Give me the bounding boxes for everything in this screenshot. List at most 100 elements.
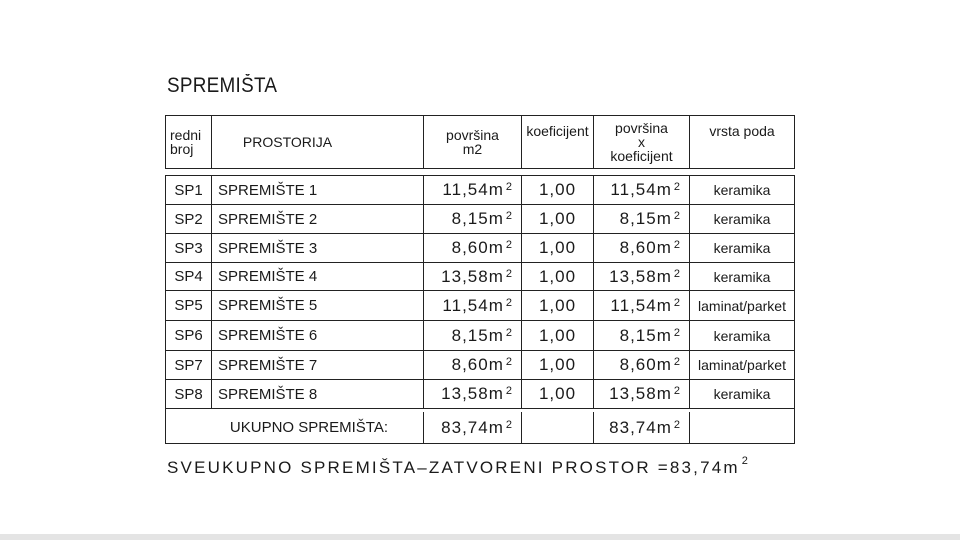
row-coef: 1,00 bbox=[521, 291, 593, 320]
value: SP1 bbox=[174, 181, 203, 199]
row-area: 8,60m 2 bbox=[423, 234, 521, 262]
exponent: 2 bbox=[505, 418, 513, 431]
row-id: SP1 bbox=[166, 176, 211, 204]
divider bbox=[166, 408, 794, 409]
row-id: SP2 bbox=[166, 205, 211, 233]
value: keramika bbox=[713, 327, 771, 344]
value: keramika bbox=[713, 182, 771, 198]
value: keramika bbox=[713, 386, 771, 402]
grand-total-text: SVEUKUPNO SPREMIŠTA–ZATVORENI PROSTOR =8… bbox=[167, 458, 740, 477]
value: SP2 bbox=[174, 210, 203, 228]
value: 83,74m bbox=[441, 417, 504, 437]
row-floor: laminat/parket bbox=[689, 351, 794, 379]
value: 1,00 bbox=[538, 384, 577, 403]
row-coef: 1,00 bbox=[521, 176, 593, 204]
exponent: 2 bbox=[673, 267, 681, 280]
header-text: PROSTORIJA bbox=[242, 134, 333, 150]
row-area: 13,58m 2 bbox=[423, 263, 521, 290]
value: 1,00 bbox=[538, 295, 577, 315]
value: 83,74m bbox=[609, 417, 672, 437]
row-coef: 1,00 bbox=[521, 263, 593, 290]
table-row: SP8 SPREMIŠTE 8 13,58m 2 1,00 13,58m 2 keramika bbox=[166, 380, 794, 408]
value: 1,00 bbox=[538, 180, 577, 199]
value: 8,60m bbox=[451, 238, 504, 257]
value: 8,60m bbox=[619, 355, 672, 374]
row-floor: keramika bbox=[689, 234, 794, 262]
value: 1,00 bbox=[538, 238, 577, 257]
row-area: 8,15m 2 bbox=[423, 205, 521, 233]
value: SPREMIŠTE 5 bbox=[218, 297, 318, 314]
row-coef: 1,00 bbox=[521, 321, 593, 350]
table-row: SP4 SPREMIŠTE 4 13,58m 2 1,00 13,58m 2 keramika bbox=[166, 263, 794, 291]
value: 11,54m bbox=[442, 180, 504, 199]
table-row: SP7 SPREMIŠTE 7 8,60m 2 1,00 8,60m 2 laminat/pa… bbox=[166, 351, 794, 380]
row-id: SP4 bbox=[166, 263, 211, 290]
header-text: površina bbox=[446, 127, 499, 143]
row-name: SPREMIŠTE 8 bbox=[211, 380, 423, 408]
row-area: 13,58m 2 bbox=[423, 380, 521, 408]
row-area-coef: 13,58m 2 bbox=[593, 263, 689, 290]
value: SPREMIŠTE 6 bbox=[218, 327, 318, 344]
exponent: 2 bbox=[673, 385, 681, 397]
value: SP5 bbox=[174, 297, 203, 314]
row-name: SPREMIŠTE 1 bbox=[211, 176, 423, 204]
row-id: SP6 bbox=[166, 321, 211, 350]
table-row: SP6 SPREMIŠTE 6 8,15m 2 1,00 8,15m 2 keramika bbox=[166, 321, 794, 351]
exponent: 2 bbox=[505, 326, 513, 339]
row-area-coef: 13,58m 2 bbox=[593, 380, 689, 408]
value: keramika bbox=[713, 240, 771, 256]
row-floor: keramika bbox=[689, 263, 794, 290]
row-area-coef: 8,60m 2 bbox=[593, 234, 689, 262]
header-text: koeficijent bbox=[610, 148, 673, 164]
row-id: SP5 bbox=[166, 291, 211, 320]
value: 8,15m bbox=[451, 209, 504, 228]
header-povrsina: površina m2 bbox=[423, 116, 521, 168]
header-text: m2 bbox=[462, 141, 483, 157]
header-text: koeficijent bbox=[526, 123, 589, 139]
header-koeficijent: koeficijent bbox=[521, 116, 593, 168]
value: 13,58m bbox=[609, 384, 672, 403]
row-id: SP8 bbox=[166, 380, 211, 408]
table-row: SP2 SPREMIŠTE 2 8,15m 2 1,00 8,15m 2 keramika bbox=[166, 205, 794, 234]
row-name: SPREMIŠTE 4 bbox=[211, 263, 423, 290]
exponent: 2 bbox=[505, 356, 513, 368]
row-name: SPREMIŠTE 6 bbox=[211, 321, 423, 350]
value: SP4 bbox=[174, 268, 203, 285]
table-row: SP5 SPREMIŠTE 5 11,54m 2 1,00 11,54m 2 laminat/… bbox=[166, 291, 794, 321]
value: SP6 bbox=[174, 327, 203, 344]
header-prostorija: PROSTORIJA bbox=[211, 116, 423, 168]
value: laminat/parket bbox=[698, 357, 786, 373]
exponent: 2 bbox=[673, 239, 681, 251]
exponent: 2 bbox=[505, 385, 513, 397]
total-area-coef: 83,74m 2 bbox=[593, 412, 689, 443]
row-area: 8,60m 2 bbox=[423, 351, 521, 379]
value: 1,00 bbox=[538, 325, 577, 345]
header-vrsta-poda: vrsta poda bbox=[689, 116, 794, 168]
row-coef: 1,00 bbox=[521, 234, 593, 262]
exponent: 2 bbox=[505, 239, 513, 251]
exponent: 2 bbox=[505, 210, 513, 222]
row-area: 11,54m 2 bbox=[423, 176, 521, 204]
row-area-coef: 8,15m 2 bbox=[593, 321, 689, 350]
row-name: SPREMIŠTE 5 bbox=[211, 291, 423, 320]
exponent: 2 bbox=[505, 181, 513, 193]
row-floor: keramika bbox=[689, 321, 794, 350]
value: SPREMIŠTE 3 bbox=[218, 239, 318, 257]
header-text: površina bbox=[615, 120, 668, 136]
exponent: 2 bbox=[673, 210, 681, 222]
row-area-coef: 11,54m 2 bbox=[593, 291, 689, 320]
header-text: broj bbox=[170, 141, 194, 157]
table-row: SP3 SPREMIŠTE 3 8,60m 2 1,00 8,60m 2 keramika bbox=[166, 234, 794, 263]
value: 1,00 bbox=[538, 355, 577, 374]
exponent: 2 bbox=[673, 418, 681, 431]
row-id: SP7 bbox=[166, 351, 211, 379]
value: keramika bbox=[713, 211, 771, 227]
header-povrsina-x-koeficijent: površina x koeficijent bbox=[593, 116, 689, 168]
exponent: 2 bbox=[505, 296, 513, 309]
total-row: UKUPNO SPREMIŠTA: 83,74m 2 83,74m 2 bbox=[166, 412, 794, 443]
row-coef: 1,00 bbox=[521, 205, 593, 233]
bottom-edge bbox=[0, 534, 960, 540]
value: 13,58m bbox=[441, 266, 504, 286]
row-coef: 1,00 bbox=[521, 351, 593, 379]
value: SP7 bbox=[174, 356, 203, 374]
